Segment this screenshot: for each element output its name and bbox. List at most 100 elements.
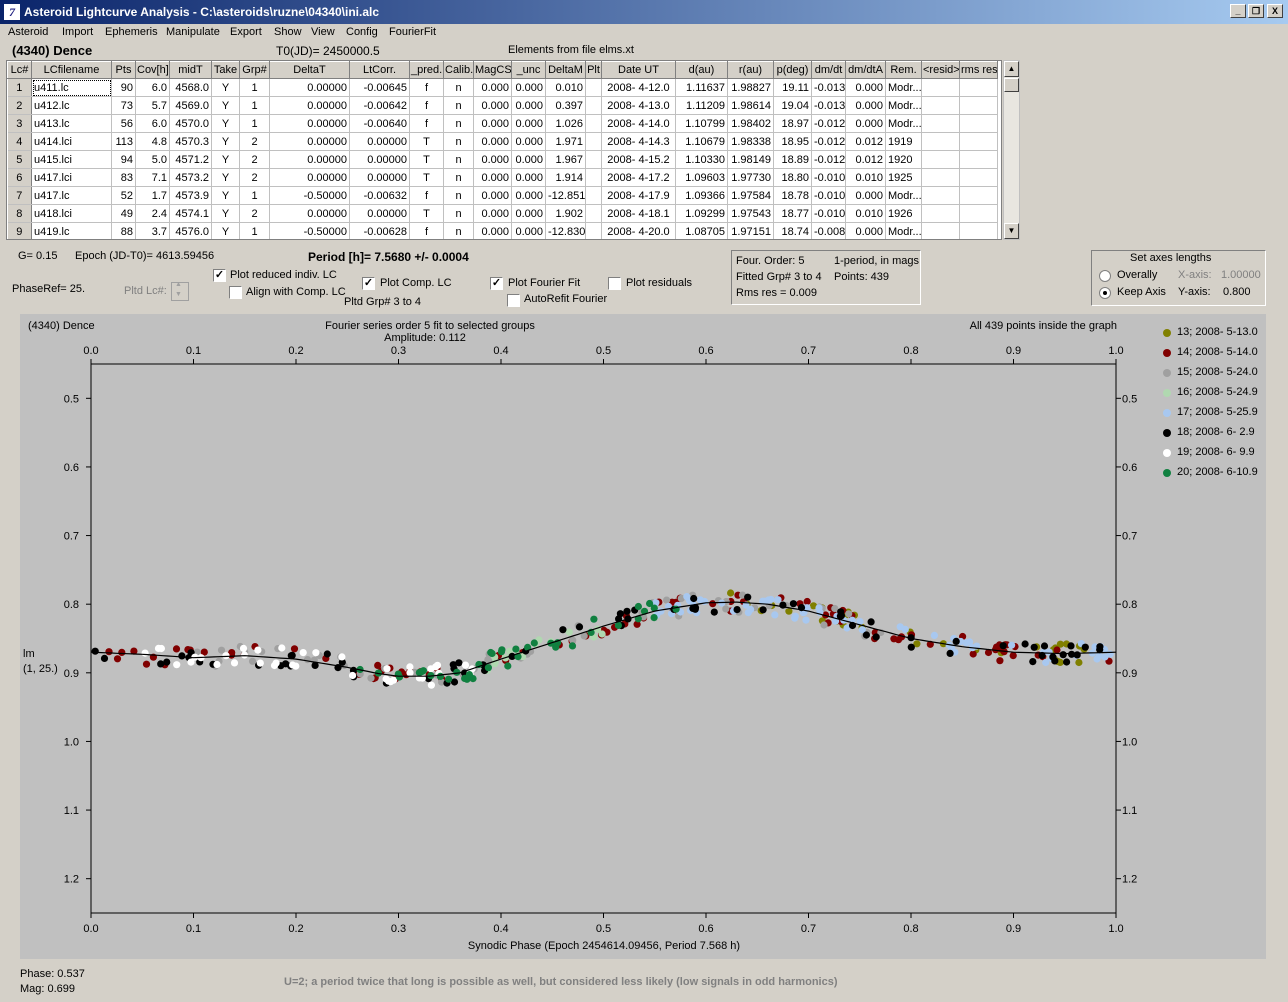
table-cell[interactable]: 1.08705 [675,222,728,239]
table-cell[interactable]: 0.000 [473,96,512,115]
table-cell[interactable]: 1.97151 [727,222,774,239]
table-cell[interactable]: n [443,150,474,169]
column-header[interactable]: midT [169,61,212,79]
table-cell[interactable]: Y [211,78,240,97]
scroll-down-icon[interactable]: ▼ [1004,223,1019,239]
menu-item-export[interactable]: Export [230,26,262,38]
table-cell[interactable]: Y [211,186,240,205]
table-cell[interactable]: 0.010 [845,168,886,187]
table-cell[interactable]: Modr... [885,186,922,205]
table-cell[interactable]: u418.lci [31,204,112,223]
close-button[interactable]: X [1267,4,1283,18]
table-cell[interactable]: 1.10799 [675,114,728,133]
table-cell[interactable]: 1.7 [135,186,170,205]
table-cell[interactable] [959,186,998,205]
table-cell[interactable]: 1.98338 [727,132,774,151]
lightcurve-table[interactable]: Lc# LCfilename Pts Cov[h] midT Take Grp# DeltaT… [6,60,1002,240]
table-cell[interactable]: 0.000 [511,168,546,187]
column-header[interactable]: p(deg) [773,61,812,79]
table-cell[interactable]: 1.98402 [727,114,774,133]
table-cell[interactable]: 0.000 [511,96,546,115]
row-number[interactable]: 9 [7,222,32,239]
menu-item-show[interactable]: Show [274,26,302,38]
table-cell[interactable]: 1.902 [545,204,586,223]
table-cell[interactable]: -0.50000 [269,222,350,239]
table-cell[interactable]: 1.97730 [727,168,774,187]
table-cell[interactable]: 0.00000 [269,204,350,223]
table-cell[interactable]: 4569.0 [169,96,212,115]
table-cell[interactable]: u412.lc [31,96,112,115]
table-cell[interactable]: 0.397 [545,96,586,115]
table-cell[interactable]: -0.008 [811,222,846,239]
lightcurve-plot[interactable]: 0.0 0.0 0.1 0.1 0.2 0.2 0.3 0.3 0.4 0.4 0.5 0.5 0.6 0… [20,314,1266,959]
table-cell[interactable]: n [443,114,474,133]
table-cell[interactable]: 0.000 [511,78,546,97]
table-cell[interactable]: u417.lc [31,186,112,205]
table-cell[interactable]: 1 [239,78,270,97]
table-cell[interactable]: Modr... [885,96,922,115]
table-cell[interactable]: Y [211,150,240,169]
table-scrollbar[interactable]: ▲ ▼ [1003,60,1020,240]
column-header[interactable]: Pts [111,61,136,79]
table-cell[interactable] [585,186,602,205]
column-header[interactable]: LtCorr. [349,61,410,79]
table-cell[interactable]: f [409,96,444,115]
table-cell[interactable]: -0.010 [811,168,846,187]
table-cell[interactable] [585,150,602,169]
table-cell[interactable]: 0.000 [511,150,546,169]
table-cell[interactable]: 0.000 [473,186,512,205]
table-cell[interactable]: 0.000 [473,150,512,169]
table-cell[interactable]: 19.04 [773,96,812,115]
table-cell[interactable] [585,168,602,187]
table-cell[interactable]: T [409,132,444,151]
table-cell[interactable] [959,222,998,239]
table-cell[interactable]: 0.012 [845,150,886,169]
table-cell[interactable]: 1.967 [545,150,586,169]
autorefit-checkbox[interactable] [507,294,520,307]
x-axis-value[interactable]: 1.00000 [1221,269,1261,281]
menu-item-config[interactable]: Config [346,26,378,38]
table-cell[interactable]: Y [211,114,240,133]
table-cell[interactable]: 0.000 [473,132,512,151]
table-cell[interactable]: 18.95 [773,132,812,151]
table-cell[interactable]: 7.1 [135,168,170,187]
table-cell[interactable]: 0.00000 [349,150,410,169]
column-header[interactable]: Take [211,61,240,79]
column-header[interactable]: dm/dt [811,61,846,79]
column-header[interactable]: Plt [585,61,602,79]
table-cell[interactable] [921,96,960,115]
table-cell[interactable]: 2008- 4-20.0 [601,222,676,239]
menu-item-view[interactable]: View [311,26,335,38]
table-cell[interactable]: Modr... [885,114,922,133]
table-cell[interactable]: -0.00628 [349,222,410,239]
table-cell[interactable]: 113 [111,132,136,151]
table-cell[interactable]: 4570.3 [169,132,212,151]
table-cell[interactable]: -0.00640 [349,114,410,133]
table-cell[interactable]: n [443,96,474,115]
table-cell[interactable]: 1.026 [545,114,586,133]
table-cell[interactable]: 4573.2 [169,168,212,187]
column-header[interactable]: _unc [511,61,546,79]
table-cell[interactable]: 2 [239,204,270,223]
table-cell[interactable]: 1.09366 [675,186,728,205]
table-cell[interactable] [959,150,998,169]
table-cell[interactable]: n [443,132,474,151]
table-cell[interactable]: 0.00000 [269,114,350,133]
table-cell[interactable]: -0.00642 [349,96,410,115]
table-cell[interactable]: 0.000 [473,204,512,223]
overally-radio[interactable] [1099,270,1111,282]
table-cell[interactable]: Modr... [885,78,922,97]
table-cell[interactable]: 0.000 [511,204,546,223]
table-cell[interactable]: 0.000 [845,96,886,115]
table-cell[interactable]: 18.77 [773,204,812,223]
table-cell[interactable]: 49 [111,204,136,223]
column-header[interactable]: rms res [959,61,998,79]
table-cell[interactable]: 4571.2 [169,150,212,169]
table-cell[interactable]: 1.98827 [727,78,774,97]
menu-item-asteroid[interactable]: Asteroid [8,26,49,38]
table-cell[interactable]: Y [211,222,240,239]
table-cell[interactable]: n [443,186,474,205]
table-cell[interactable]: 18.80 [773,168,812,187]
